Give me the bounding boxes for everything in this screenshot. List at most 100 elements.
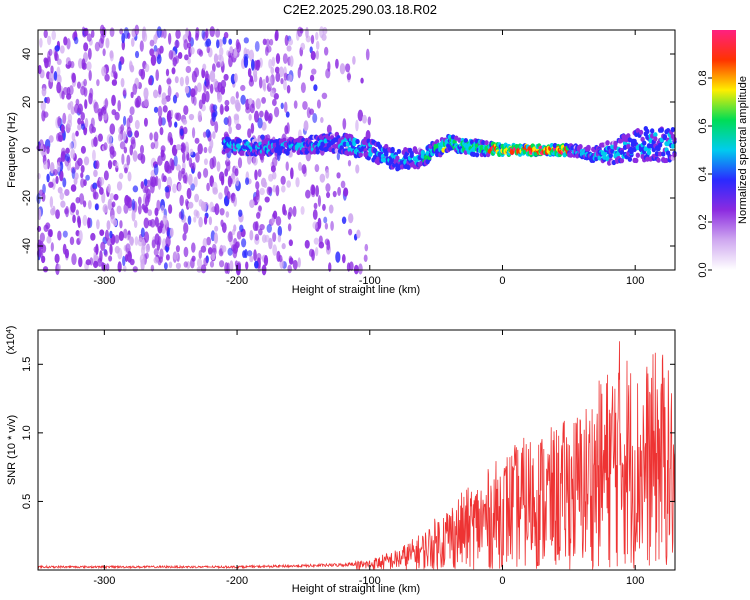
noise-cell xyxy=(65,147,70,154)
noise-cell xyxy=(314,247,319,257)
noise-cell xyxy=(230,95,236,105)
noise-cell xyxy=(152,89,159,99)
noise-cell xyxy=(259,223,265,231)
noise-cell xyxy=(75,196,81,204)
noise-cell xyxy=(78,230,83,243)
noise-cell xyxy=(109,50,114,59)
noise-cell xyxy=(80,178,85,188)
noise-cell xyxy=(153,163,159,176)
noise-cell xyxy=(172,183,177,194)
colorbar-tick-label: 0.2 xyxy=(697,214,709,229)
noise-cell xyxy=(52,169,58,176)
noise-cell xyxy=(119,141,126,150)
noise-cell xyxy=(153,106,159,113)
noise-cell xyxy=(173,155,178,167)
noise-cell xyxy=(249,75,254,83)
noise-cell xyxy=(300,82,306,94)
noise-cell xyxy=(116,181,123,191)
noise-cell xyxy=(192,162,196,172)
noise-cell xyxy=(301,164,307,175)
noise-cell xyxy=(139,144,145,155)
noise-cell xyxy=(310,34,315,45)
noise-cell xyxy=(313,84,318,92)
noise-cell xyxy=(115,161,119,169)
noise-cell xyxy=(245,261,249,270)
noise-cell xyxy=(185,75,190,86)
noise-cell xyxy=(66,93,72,100)
noise-cell xyxy=(365,48,370,61)
noise-cell xyxy=(94,41,100,52)
noise-cell xyxy=(287,74,293,82)
noise-cell xyxy=(220,86,226,95)
spectrogram-x-axis-label: Height of straight line (km) xyxy=(292,284,420,296)
noise-cell xyxy=(204,70,209,82)
noise-cell xyxy=(190,46,195,55)
noise-cell xyxy=(185,65,192,74)
noise-cell xyxy=(217,93,223,103)
noise-cell xyxy=(209,260,215,268)
band-cell xyxy=(509,149,515,155)
noise-cell xyxy=(321,92,328,100)
noise-cell xyxy=(122,255,126,267)
noise-cell xyxy=(86,33,92,42)
noise-cell xyxy=(162,214,168,225)
noise-cell xyxy=(259,187,265,196)
noise-cell xyxy=(202,131,207,138)
noise-cell xyxy=(144,63,150,73)
noise-cell xyxy=(118,231,124,242)
noise-cell xyxy=(133,220,138,229)
noise-cell xyxy=(106,220,111,231)
noise-cell xyxy=(254,233,260,241)
noise-cell xyxy=(139,254,145,265)
band-cell xyxy=(659,127,664,133)
noise-cell xyxy=(341,254,346,264)
noise-cell xyxy=(43,29,48,39)
noise-cell xyxy=(315,31,319,41)
noise-cell xyxy=(157,178,162,190)
noise-cell xyxy=(109,193,114,201)
noise-cell xyxy=(207,247,213,255)
band-cell xyxy=(358,152,363,158)
noise-cell xyxy=(198,49,204,57)
noise-cell xyxy=(275,53,281,64)
noise-cell xyxy=(305,27,309,39)
noise-cell xyxy=(37,208,42,221)
noise-cell xyxy=(194,67,200,78)
noise-cell xyxy=(253,74,258,83)
noise-cell xyxy=(54,253,60,264)
noise-cell xyxy=(140,227,145,238)
noise-cell xyxy=(206,236,212,246)
noise-cell xyxy=(165,68,170,77)
noise-cell xyxy=(194,137,200,144)
noise-cell xyxy=(268,237,273,250)
noise-cell xyxy=(249,230,254,241)
noise-cell xyxy=(129,106,135,116)
noise-cell xyxy=(117,133,122,142)
noise-cell xyxy=(219,46,224,57)
noise-cell xyxy=(200,201,205,211)
band-cell xyxy=(643,146,649,152)
noise-cell xyxy=(45,222,51,230)
noise-cell xyxy=(255,181,260,190)
noise-cell xyxy=(70,60,75,69)
noise-cell xyxy=(153,131,159,142)
noise-cell xyxy=(104,97,108,109)
noise-cell xyxy=(240,94,246,105)
noise-cell xyxy=(96,219,100,230)
noise-cell xyxy=(42,183,46,195)
noise-cell xyxy=(47,50,51,63)
noise-cell xyxy=(113,193,119,201)
band-cell xyxy=(627,156,633,162)
noise-cell xyxy=(275,184,280,197)
noise-cell xyxy=(271,56,276,67)
noise-cell xyxy=(105,263,110,271)
noise-cell xyxy=(187,215,192,225)
noise-cell xyxy=(316,99,321,109)
noise-cell xyxy=(117,261,122,273)
noise-cell xyxy=(175,144,182,151)
noise-cell xyxy=(211,156,217,168)
band-cell xyxy=(657,142,663,148)
band-cell xyxy=(334,148,340,154)
noise-cell xyxy=(161,97,167,106)
noise-cell xyxy=(41,87,47,97)
